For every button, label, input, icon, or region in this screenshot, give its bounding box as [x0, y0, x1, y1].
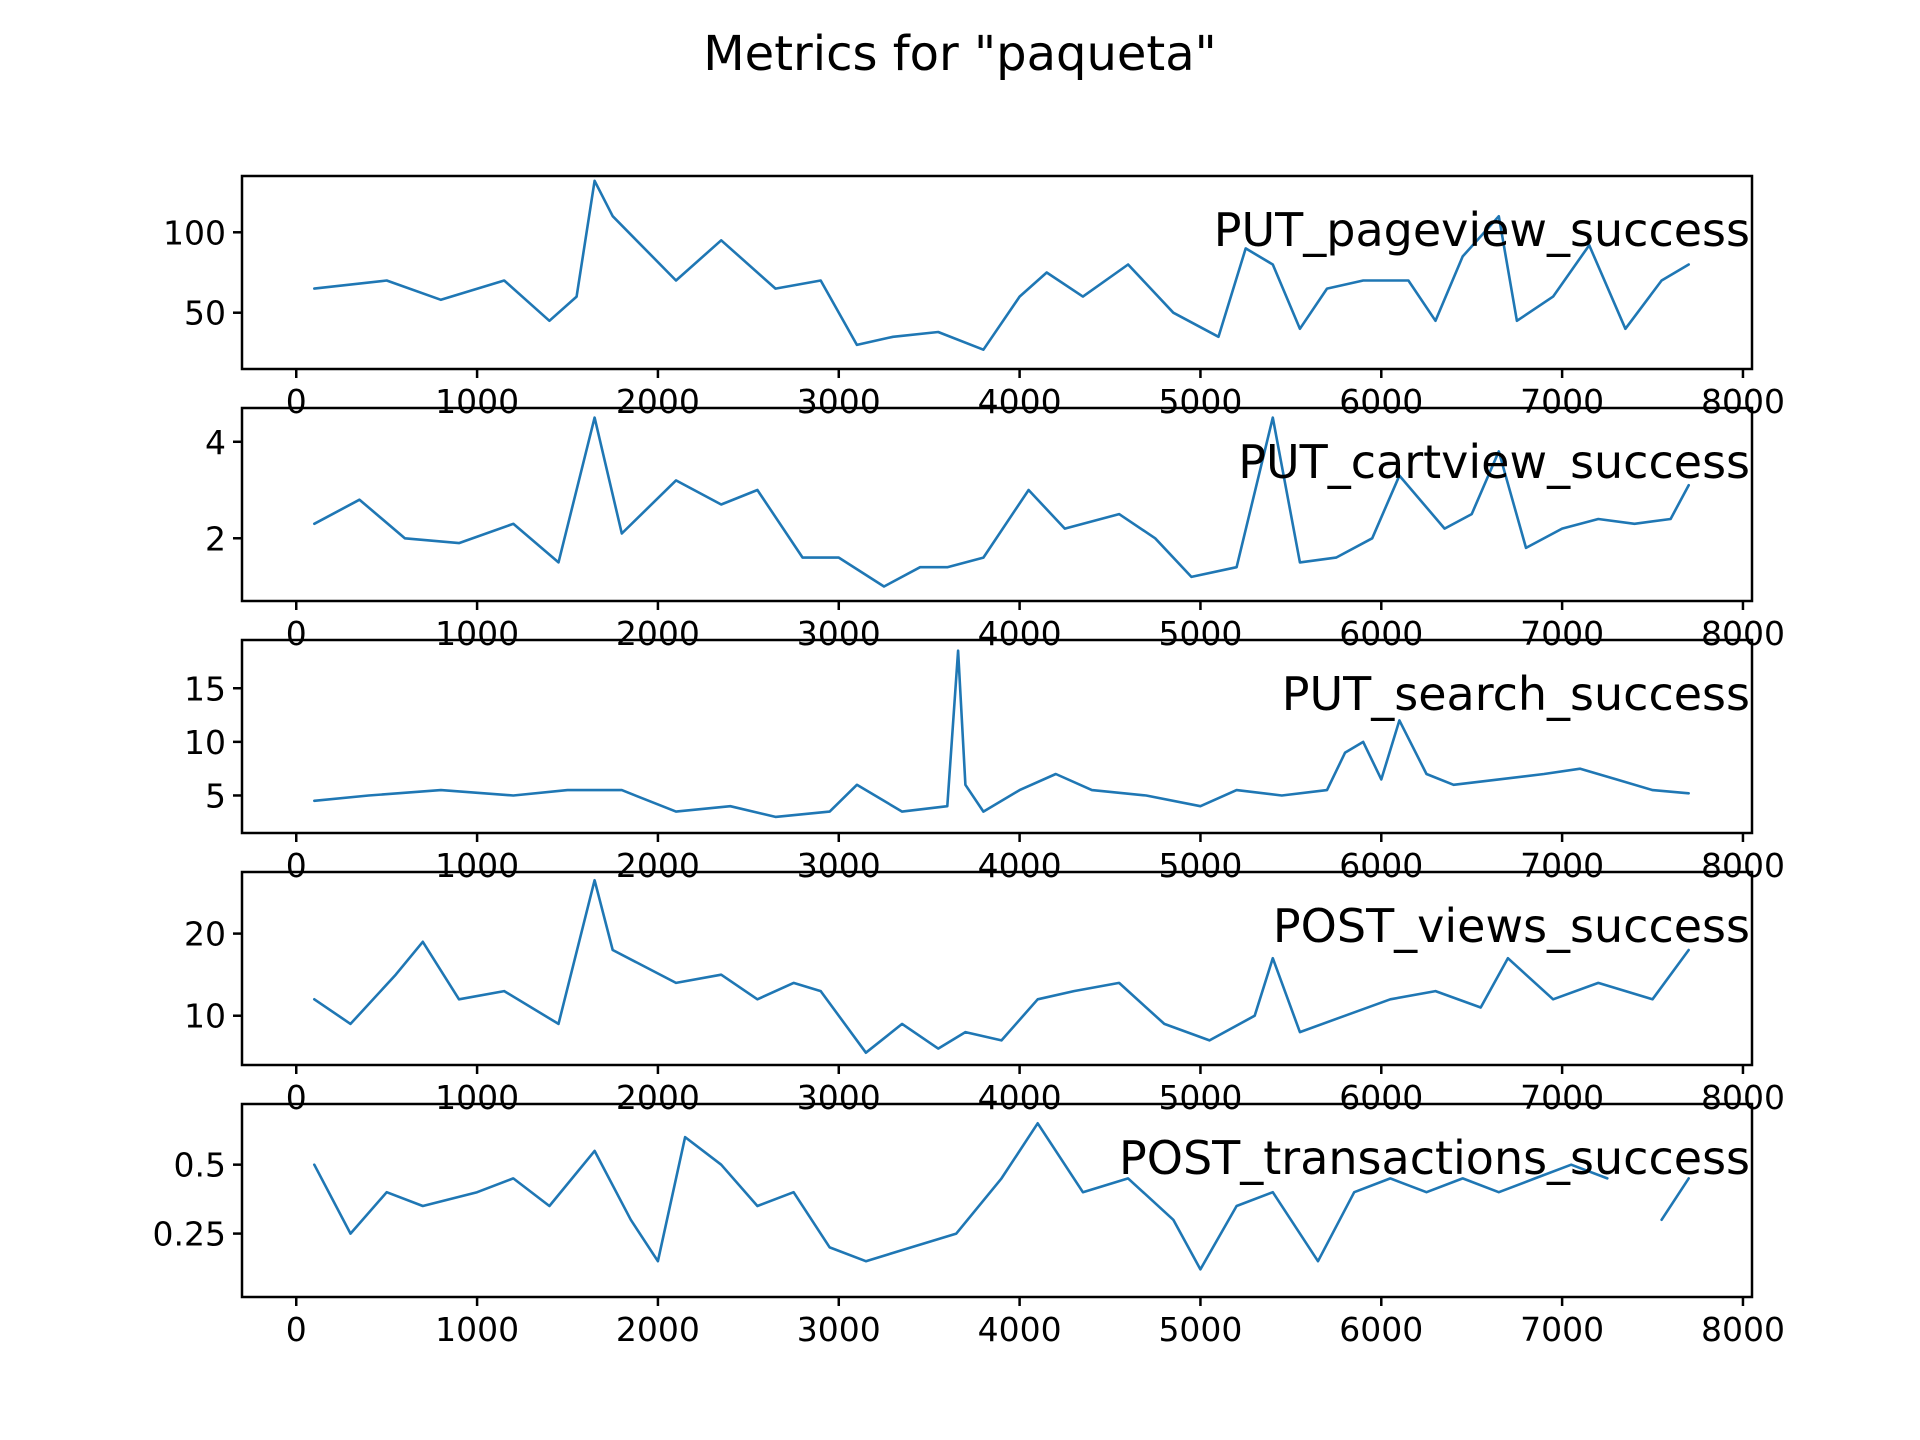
figure-title: Metrics for "paqueta"	[703, 26, 1216, 82]
x-tick-label: 1000	[435, 382, 519, 421]
x-tick-label: 8000	[1701, 614, 1785, 653]
x-tick-label: 2000	[616, 382, 700, 421]
x-tick-label: 7000	[1520, 846, 1604, 885]
x-tick-label: 0	[286, 1078, 307, 1117]
x-tick-label: 2000	[616, 1078, 700, 1117]
x-tick-label: 8000	[1701, 382, 1785, 421]
y-tick-label: 0.5	[174, 1146, 226, 1185]
x-tick-label: 3000	[797, 1310, 881, 1349]
x-tick-label: 1000	[435, 1310, 519, 1349]
x-tick-label: 2000	[616, 1310, 700, 1349]
x-tick-label: 4000	[978, 1310, 1062, 1349]
x-tick-label: 6000	[1339, 1310, 1423, 1349]
x-tick-label: 5000	[1158, 1078, 1242, 1117]
axes-frame	[240, 638, 1754, 835]
x-tick-label: 1000	[435, 846, 519, 885]
panel-label: POST_views_success	[1273, 899, 1750, 953]
axes-frame	[240, 1102, 1754, 1299]
x-tick-label: 0	[286, 1310, 307, 1349]
x-tick-label: 7000	[1520, 1078, 1604, 1117]
x-tick-label: 3000	[797, 1078, 881, 1117]
axes-frame	[240, 174, 1754, 371]
x-tick-label: 8000	[1701, 846, 1785, 885]
y-tick-label: 4	[205, 423, 226, 462]
series-line-put-pageview-success	[313, 179, 1690, 351]
x-tick-label: 1000	[435, 614, 519, 653]
x-tick-label: 7000	[1520, 1310, 1604, 1349]
y-tick-label: 10	[184, 723, 226, 762]
series-line-post-transactions-success	[313, 1122, 1690, 1271]
x-tick-label: 5000	[1158, 614, 1242, 653]
panel-post-views-success: 0 1000 2000 3000 4000 5000 6000 7000 8000 10 20 POS…	[184, 870, 1785, 1117]
panel-label: PUT_search_success	[1282, 667, 1750, 721]
x-tick-label: 0	[286, 382, 307, 421]
panel-put-search-success: 0 1000 2000 3000 4000 5000 6000 7000 8000 5 10 15 PU…	[184, 638, 1785, 885]
axes-frame	[240, 406, 1754, 603]
x-tick-label: 3000	[797, 382, 881, 421]
x-tick-label: 6000	[1339, 846, 1423, 885]
x-tick-label: 4000	[978, 1078, 1062, 1117]
x-tick-label: 3000	[797, 614, 881, 653]
y-tick-label: 2	[205, 519, 226, 558]
y-tick-label: 50	[184, 294, 226, 333]
x-tick-label: 7000	[1520, 382, 1604, 421]
x-tick-label: 5000	[1158, 382, 1242, 421]
panel-put-cartview-success: 0 1000 2000 3000 4000 5000 6000 7000 8000 2 4 PUT_c…	[205, 406, 1785, 653]
x-tick-label: 3000	[797, 846, 881, 885]
panel-label: PUT_cartview_success	[1238, 435, 1750, 489]
panel-label: POST_transactions_success	[1119, 1131, 1750, 1185]
x-tick-label: 5000	[1158, 1310, 1242, 1349]
axes-frame	[240, 870, 1754, 1067]
series-line-put-search-success	[313, 649, 1690, 819]
panel-label: PUT_pageview_success	[1214, 203, 1750, 257]
panel-post-transactions-success: 0 1000 2000 3000 4000 5000 6000 7000 8000 0.25 0.5…	[153, 1102, 1785, 1349]
x-tick-label: 2000	[616, 614, 700, 653]
x-tick-label: 6000	[1339, 1078, 1423, 1117]
y-tick-label: 100	[163, 213, 226, 252]
x-tick-label: 6000	[1339, 382, 1423, 421]
y-tick-label: 0.25	[153, 1215, 226, 1254]
series-line-post-views-success	[313, 878, 1690, 1054]
x-tick-label: 4000	[978, 846, 1062, 885]
y-tick-label: 5	[205, 776, 226, 815]
series-line-put-cartview-success	[313, 416, 1690, 588]
x-tick-label: 1000	[435, 1078, 519, 1117]
x-tick-label: 8000	[1701, 1310, 1785, 1349]
x-tick-label: 6000	[1339, 614, 1423, 653]
x-tick-label: 4000	[978, 614, 1062, 653]
x-tick-label: 2000	[616, 846, 700, 885]
panel-put-pageview-success: 0 1000 2000 3000 4000 5000 6000 7000 8000 50 100 PU…	[163, 174, 1785, 421]
x-tick-label: 7000	[1520, 614, 1604, 653]
y-tick-label: 15	[184, 669, 226, 708]
x-tick-label: 4000	[978, 382, 1062, 421]
x-tick-label: 5000	[1158, 846, 1242, 885]
y-tick-label: 10	[184, 997, 226, 1036]
y-tick-label: 20	[184, 915, 226, 954]
x-tick-label: 0	[286, 846, 307, 885]
x-tick-label: 0	[286, 614, 307, 653]
x-tick-label: 8000	[1701, 1078, 1785, 1117]
